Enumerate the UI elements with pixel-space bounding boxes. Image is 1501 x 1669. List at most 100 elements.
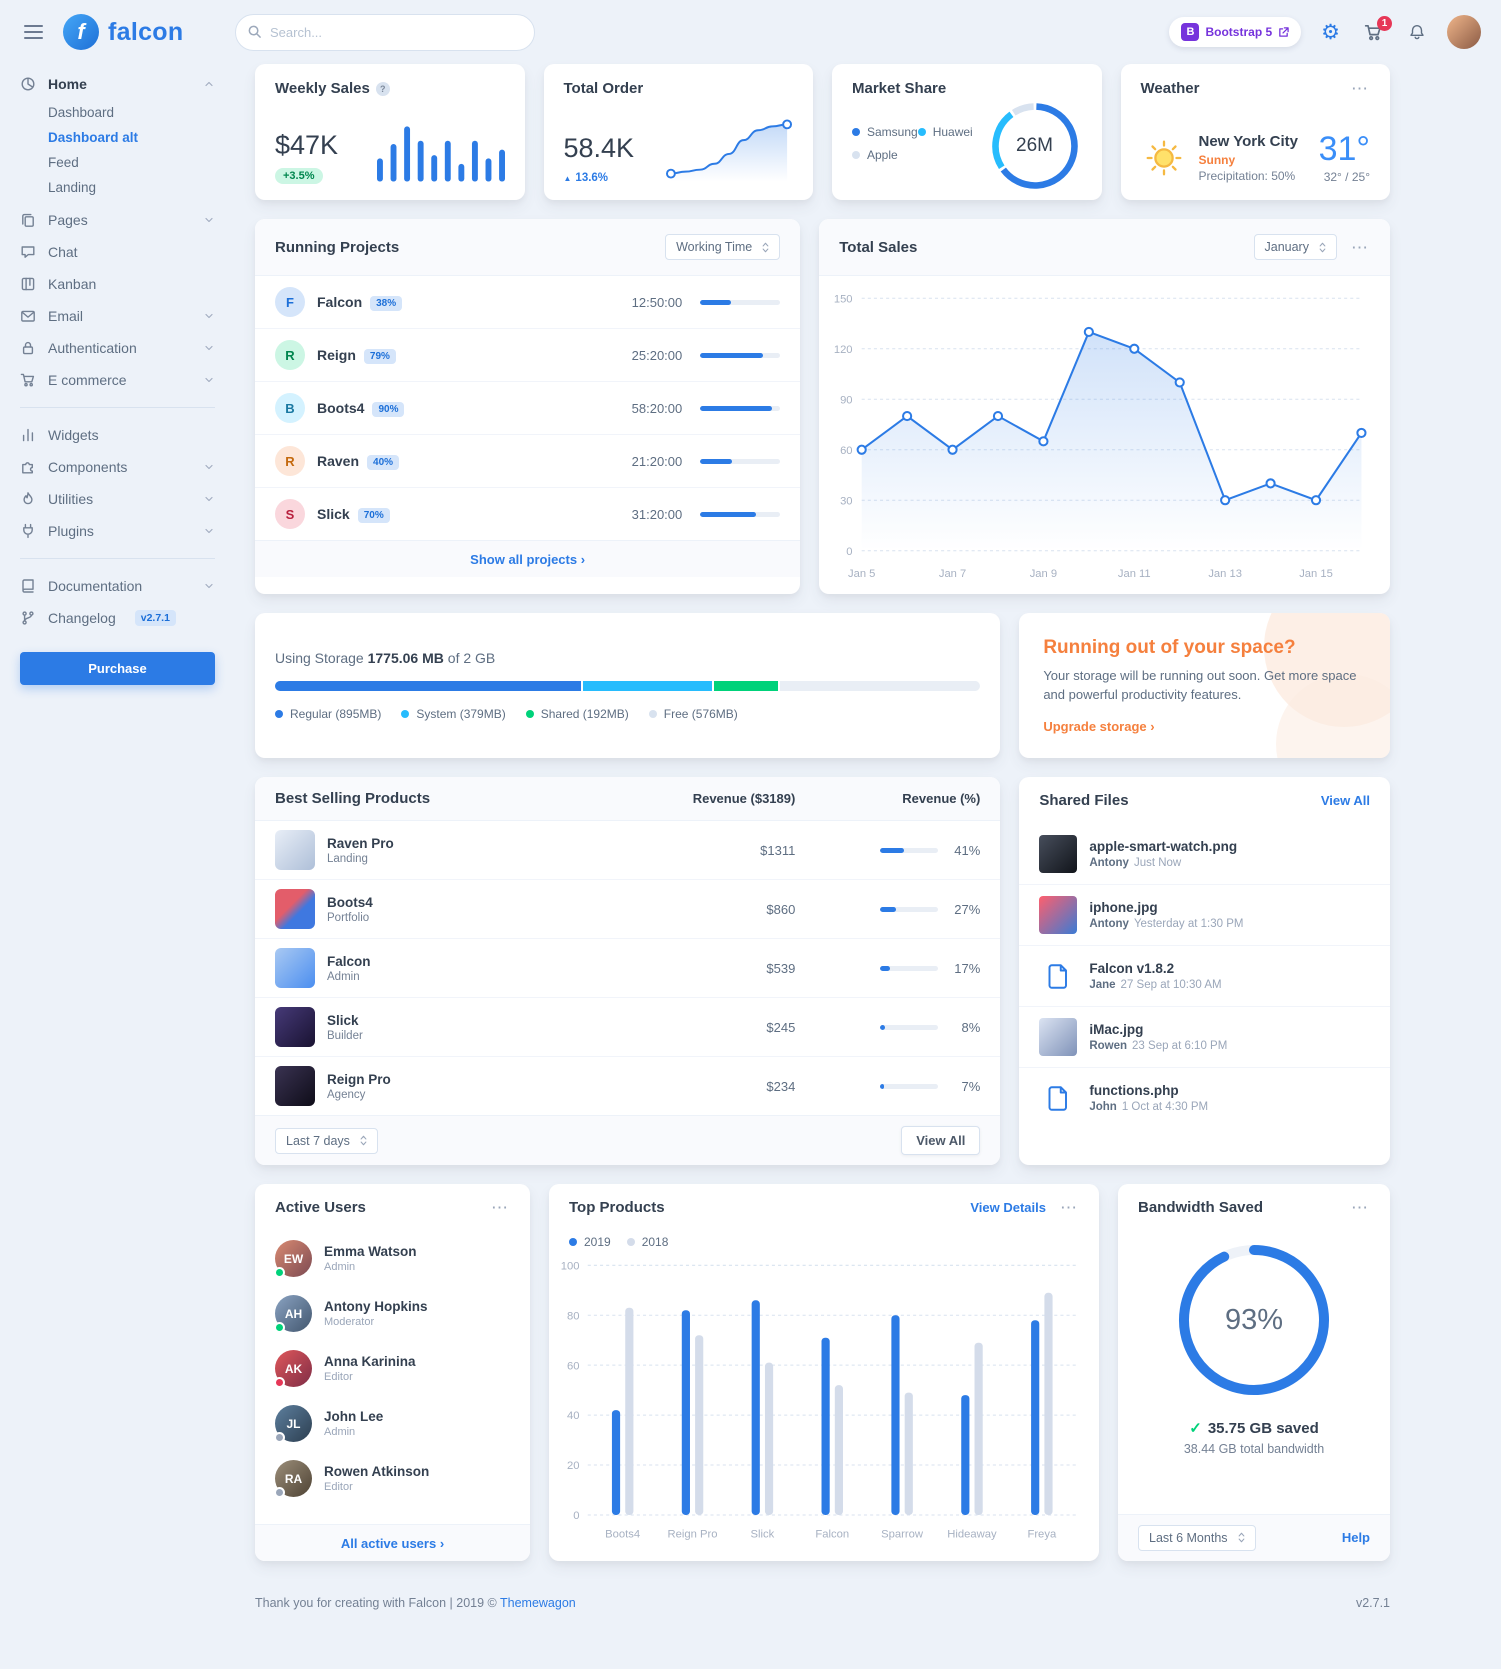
sidebar-item-landing[interactable]: Landing [48, 180, 97, 195]
sidebar-item-email[interactable]: Email [20, 300, 215, 332]
svg-text:Jan 11: Jan 11 [1118, 568, 1151, 580]
product-category[interactable]: Agency [327, 1088, 366, 1101]
storage-segment-3 [779, 681, 979, 692]
card-menu-button[interactable]: ⋯ [1351, 1198, 1368, 1218]
legend-2019[interactable]: 2019 [569, 1235, 611, 1249]
svg-text:40: 40 [567, 1410, 580, 1422]
user-row[interactable]: JL John Lee Admin [255, 1396, 530, 1451]
cart-button[interactable]: 1 [1360, 15, 1392, 46]
file-name[interactable]: apple-smart-watch.png [1089, 839, 1238, 855]
sidebar-item-home[interactable]: Home [20, 68, 215, 100]
project-name[interactable]: Raven [317, 453, 360, 469]
sort-icon [360, 1135, 367, 1146]
notifications-button[interactable] [1403, 19, 1431, 45]
project-percent-badge: 70% [357, 508, 390, 523]
project-name[interactable]: Slick [317, 506, 350, 522]
products-table-body: Raven Pro Landing $1311 41% Boots4 Portfolio $… [255, 821, 1001, 1115]
themewagon-link[interactable]: Themewagon [500, 1595, 576, 1610]
sidebar-item-kanban[interactable]: Kanban [20, 268, 215, 300]
view-all-button[interactable]: View All [901, 1126, 981, 1156]
sidebar-item-dashboard[interactable]: Dashboard [48, 105, 115, 120]
file-name[interactable]: Falcon v1.8.2 [1089, 961, 1175, 977]
file-row[interactable]: apple-smart-watch.png Antony Just Now [1019, 824, 1390, 886]
product-name[interactable]: Falcon [327, 953, 371, 969]
product-name[interactable]: Reign Pro [327, 1071, 391, 1087]
show-all-projects-link[interactable]: Show all projects › [470, 552, 586, 567]
file-image-thumbnail [1039, 1018, 1078, 1057]
card-menu-button[interactable]: ⋯ [491, 1198, 508, 1218]
product-name[interactable]: Boots4 [327, 894, 373, 910]
brand-logo[interactable]: f falcon [63, 14, 183, 50]
upgrade-storage-link[interactable]: Upgrade storage › [1043, 719, 1366, 734]
user-row[interactable]: RA Rowen Atkinson Editor [255, 1451, 530, 1506]
view-details-link[interactable]: View Details [970, 1200, 1046, 1216]
sidebar-item-label: Pages [48, 212, 88, 228]
purchase-button[interactable]: Purchase [20, 652, 215, 685]
project-percent-badge: 40% [367, 455, 400, 470]
card-menu-button[interactable]: ⋯ [1060, 1198, 1077, 1218]
project-name[interactable]: Reign [317, 347, 356, 363]
chevron-down-icon [203, 374, 215, 386]
sidebar-item-feed[interactable]: Feed [48, 155, 79, 170]
sun-icon [1146, 140, 1181, 176]
card-menu-button[interactable]: ⋯ [1351, 79, 1368, 98]
chart-pie-icon [20, 76, 37, 92]
sidebar-item-label: Utilities [48, 491, 94, 507]
svg-text:20: 20 [567, 1460, 580, 1472]
legend-label: Apple [867, 148, 898, 162]
file-name[interactable]: iMac.jpg [1089, 1022, 1144, 1038]
user-row[interactable]: AH Antony Hopkins Moderator [255, 1286, 530, 1341]
sidebar-item-chat[interactable]: Chat [20, 236, 215, 268]
file-row[interactable]: functions.php John 1 Oct at 4:30 PM [1019, 1068, 1390, 1128]
page-footer: Thank you for creating with Falcon | 201… [255, 1580, 1390, 1640]
bandwidth-total-text: 38.44 GB total bandwidth [1183, 1442, 1325, 1457]
sidebar-item-changelog[interactable]: Changelog v2.7.1 [20, 602, 215, 634]
chevron-down-icon [203, 493, 215, 505]
file-row[interactable]: iMac.jpg Rowen 23 Sep at 6:10 PM [1019, 1007, 1390, 1069]
market-share-donut-chart [991, 103, 1078, 189]
product-category[interactable]: Landing [327, 852, 368, 865]
svg-text:120: 120 [834, 344, 853, 356]
product-name[interactable]: Slick [327, 1012, 359, 1028]
files-view-all-link[interactable]: View All [1320, 793, 1370, 809]
settings-gear-button[interactable]: ⚙ [1317, 18, 1344, 47]
sidebar-item-dashboard-alt[interactable]: Dashboard alt [48, 130, 139, 145]
sidebar-item-pages[interactable]: Pages [20, 204, 215, 236]
file-row[interactable]: Falcon v1.8.2 Jane 27 Sep at 10:30 AM [1019, 946, 1390, 1008]
sidebar-item-plugins[interactable]: Plugins [20, 515, 215, 547]
sidebar-item-authentication[interactable]: Authentication [20, 332, 215, 364]
product-category[interactable]: Admin [327, 970, 360, 983]
user-avatar-button[interactable] [1447, 15, 1481, 49]
last-6-months-select[interactable]: Last 6 Months [1138, 1524, 1256, 1551]
user-row[interactable]: EW Emma Watson Admin [255, 1231, 530, 1286]
hamburger-menu-button[interactable] [20, 21, 47, 43]
user-row[interactable]: AK Anna Karinina Editor [255, 1341, 530, 1396]
card-menu-button[interactable]: ⋯ [1350, 237, 1368, 257]
project-name[interactable]: Falcon [317, 294, 363, 310]
sidebar-item-components[interactable]: Components [20, 451, 215, 483]
users-list: EW Emma Watson Admin AH Antony Hopkins Modera… [255, 1231, 530, 1524]
file-name[interactable]: iphone.jpg [1089, 900, 1158, 916]
product-category[interactable]: Builder [327, 1029, 363, 1042]
sidebar-item-ecommerce[interactable]: E commerce [20, 364, 215, 396]
help-link[interactable]: Help [1341, 1530, 1370, 1546]
bootstrap5-badge[interactable]: B Bootstrap 5 [1169, 17, 1302, 47]
legend-2018[interactable]: 2018 [626, 1235, 668, 1249]
last-7-days-select[interactable]: Last 7 days [275, 1127, 378, 1154]
file-row[interactable]: iphone.jpg Antony Yesterday at 1:30 PM [1019, 885, 1390, 947]
product-category[interactable]: Portfolio [327, 911, 370, 924]
month-select[interactable]: January [1253, 234, 1337, 260]
chevron-right-icon: › [1150, 719, 1155, 735]
help-icon[interactable]: ? [375, 81, 390, 96]
search-input[interactable] [235, 13, 535, 51]
project-percent-badge: 38% [370, 296, 403, 311]
sidebar-item-widgets[interactable]: Widgets [20, 419, 215, 451]
project-name[interactable]: Boots4 [317, 400, 365, 416]
gear-icon: ⚙ [1321, 20, 1340, 44]
sidebar-item-utilities[interactable]: Utilities [20, 483, 215, 515]
sidebar-item-documentation[interactable]: Documentation [20, 570, 215, 602]
all-active-users-link[interactable]: All active users › [340, 1535, 445, 1551]
working-time-select[interactable]: Working Time [665, 234, 781, 260]
product-name[interactable]: Raven Pro [327, 835, 394, 851]
file-name[interactable]: functions.php [1089, 1083, 1179, 1099]
